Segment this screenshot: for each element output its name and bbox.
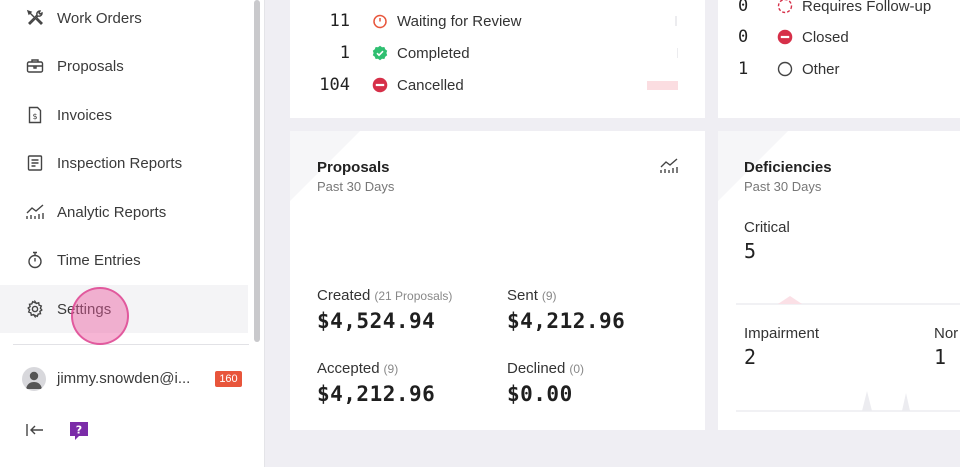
sidebar: Work Orders Proposals $ Invoices Inspect… [0, 0, 265, 467]
user-menu[interactable]: jimmy.snowden@i... 160 [0, 358, 260, 400]
declined-label: Declined (0) [507, 360, 585, 377]
created-value: $4,524.94 [317, 309, 436, 333]
report-icon [25, 153, 45, 173]
status-label: Requires Follow-up [802, 0, 932, 15]
gear-icon [25, 299, 45, 319]
sidebar-item-inspection-reports[interactable]: Inspection Reports [0, 139, 248, 187]
divider [13, 344, 249, 345]
status-count: 1 [738, 59, 749, 79]
mini-bar [677, 48, 678, 58]
analytics-icon [25, 202, 45, 222]
status-row[interactable]: 104 Cancelled [290, 73, 705, 97]
impairment-sparkline [736, 391, 960, 412]
status-row[interactable]: 0 Requires Follow-up [718, 0, 960, 18]
status-label: Closed [802, 28, 849, 46]
invoice-icon: $ [25, 105, 45, 125]
status-label: Waiting for Review [397, 12, 522, 30]
check-circle-icon [372, 45, 388, 61]
card-subtitle: Past 30 Days [317, 179, 395, 194]
sidebar-item-analytic-reports[interactable]: Analytic Reports [0, 188, 248, 236]
critical-label: Critical [744, 219, 790, 236]
collapse-arrow-icon [26, 424, 43, 436]
analytics-icon[interactable] [659, 157, 681, 177]
critical-value: 5 [744, 239, 757, 263]
sent-value: $4,212.96 [507, 309, 626, 333]
mini-bar [647, 81, 678, 90]
sidebar-item-label: Invoices [57, 106, 113, 124]
impairment-label: Impairment [744, 325, 820, 342]
sidebar-item-label: Settings [57, 300, 112, 318]
sidebar-item-label: Proposals [57, 57, 124, 75]
status-label: Other [802, 60, 840, 78]
user-email: jimmy.snowden@i... [57, 370, 191, 387]
sidebar-item-label: Work Orders [57, 9, 142, 27]
notification-badge: 160 [215, 371, 242, 387]
work-orders-status-card: 11 Waiting for Review 1 Completed 104 Ca… [290, 0, 705, 118]
sidebar-item-label: Inspection Reports [57, 154, 183, 172]
status-count: 1 [339, 43, 350, 63]
status-row[interactable]: 1 Completed [290, 41, 705, 65]
sidebar-item-invoices[interactable]: $ Invoices [0, 91, 248, 139]
status-row[interactable]: 1 Other [718, 57, 960, 81]
created-label: Created (21 Proposals) [317, 287, 453, 304]
accepted-label: Accepted (9) [317, 360, 399, 377]
dashed-circle-icon [777, 0, 793, 14]
wrench-screwdriver-icon [25, 8, 45, 28]
deficiency-status-card: 0 Requires Follow-up 0 Closed 1 Other [718, 0, 960, 118]
timer-icon [372, 13, 388, 29]
sidebar-item-settings[interactable]: Settings [0, 285, 248, 333]
briefcase-icon [25, 56, 45, 76]
status-row[interactable]: 11 Waiting for Review [290, 9, 705, 33]
sidebar-item-work-orders[interactable]: Work Orders [0, 0, 248, 42]
svg-text:$: $ [33, 112, 38, 121]
sidebar-item-label: Analytic Reports [57, 203, 167, 221]
status-count: 104 [319, 75, 350, 95]
card-corner-decoration [718, 131, 788, 201]
card-corner-decoration [290, 131, 360, 201]
help-chat-icon: ? [70, 422, 88, 440]
blocked-icon [777, 29, 793, 45]
status-count: 11 [329, 11, 350, 31]
sidebar-item-time-entries[interactable]: Time Entries [0, 236, 248, 284]
status-count: 0 [738, 27, 749, 47]
impairment-value: 2 [744, 345, 757, 369]
sent-label: Sent (9) [507, 287, 557, 304]
status-count: 0 [738, 0, 749, 16]
card-subtitle: Past 30 Days [744, 179, 822, 194]
blocked-icon [372, 77, 388, 93]
accepted-value: $4,212.96 [317, 382, 436, 406]
card-title: Deficiencies [744, 159, 832, 176]
stopwatch-icon [25, 250, 45, 270]
status-row[interactable]: 0 Closed [718, 25, 960, 49]
proposals-card: Proposals Past 30 Days Created (21 Propos… [290, 131, 705, 430]
status-label: Cancelled [397, 76, 464, 94]
sidebar-scrollbar-thumb[interactable] [254, 0, 260, 342]
critical-sparkline [736, 296, 960, 305]
noncritical-label: Nor [934, 325, 959, 342]
empty-circle-icon [777, 61, 793, 77]
mini-bar [675, 16, 677, 26]
deficiencies-card: Deficiencies Past 30 Days Critical 5 Imp… [718, 131, 960, 430]
avatar [22, 367, 46, 391]
svg-text:?: ? [76, 424, 82, 437]
noncritical-value: 1 [934, 345, 947, 369]
help-button[interactable]: ? [69, 421, 89, 441]
sidebar-item-label: Time Entries [57, 251, 141, 269]
declined-value: $0.00 [507, 382, 573, 406]
card-title: Proposals [317, 159, 390, 176]
collapse-sidebar-button[interactable] [25, 420, 47, 442]
status-label: Completed [397, 44, 470, 62]
sidebar-item-proposals[interactable]: Proposals [0, 42, 248, 90]
